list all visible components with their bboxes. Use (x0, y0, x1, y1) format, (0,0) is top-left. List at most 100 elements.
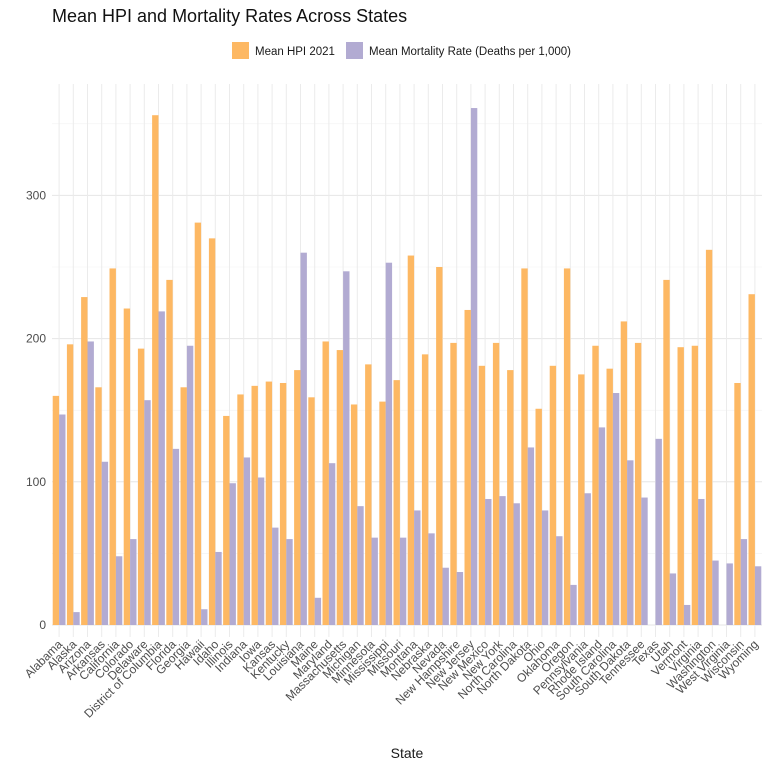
bar-mortality (414, 510, 421, 625)
bar-mortality (754, 566, 762, 625)
bar-mortality (357, 506, 364, 625)
bar-hpi (734, 382, 741, 625)
bar-mortality (172, 448, 180, 625)
bar-mortality (300, 252, 307, 625)
bar-mortality (570, 584, 577, 625)
bar-mortality (115, 556, 123, 625)
bar-mortality (186, 345, 194, 625)
y-tick-label: 300 (26, 188, 46, 202)
bar-mortality (328, 463, 336, 625)
bar-mortality (257, 477, 265, 625)
bar-hpi (521, 268, 528, 625)
bar-mortality (655, 438, 662, 625)
bar-hpi (677, 347, 684, 625)
y-tick-label: 200 (26, 332, 46, 346)
bar-hpi (663, 279, 670, 625)
bar-hpi (365, 364, 372, 625)
bar-hpi (606, 368, 613, 625)
bar-mortality (485, 498, 492, 625)
bar-hpi (464, 309, 471, 625)
bar-hpi (492, 342, 500, 625)
bar-mortality (272, 527, 279, 625)
legend-label-hpi: Mean HPI 2021 (255, 46, 335, 58)
bar-hpi (634, 342, 642, 625)
bar-mortality (201, 609, 208, 625)
bar-hpi (294, 370, 301, 625)
bar-mortality (740, 539, 748, 625)
bar-hpi (549, 365, 557, 625)
bar-mortality (144, 400, 151, 625)
bar-mortality (627, 460, 634, 625)
bar-hpi (336, 350, 344, 625)
bar-mortality (343, 271, 350, 625)
bar-mortality (385, 262, 393, 625)
bar-hpi (81, 297, 88, 625)
bar-hpi (223, 415, 230, 625)
bar-mortality (286, 539, 293, 625)
bar-hpi (308, 397, 315, 625)
bar-hpi (279, 382, 287, 625)
bar-hpi (194, 222, 202, 625)
bar-hpi (322, 341, 329, 625)
bar-mortality (428, 533, 435, 625)
bar-hpi (393, 380, 400, 625)
bar-hpi (535, 408, 542, 625)
bar-mortality (399, 537, 407, 625)
bar-mortality (371, 537, 378, 625)
bar-hpi (109, 268, 116, 625)
bar-hpi (180, 387, 187, 625)
x-axis-title: State (391, 745, 424, 761)
bar-hpi (450, 342, 457, 625)
bar-mortality (215, 551, 222, 625)
bar-hpi (251, 385, 258, 625)
bar-hpi (95, 387, 102, 625)
bar-mortality (499, 496, 506, 625)
bar-hpi (436, 267, 443, 625)
bar-mortality (527, 447, 535, 625)
bar-mortality (669, 573, 677, 625)
chart-title: Mean HPI and Mortality Rates Across Stat… (52, 6, 408, 26)
bar-mortality (598, 427, 606, 625)
bar-hpi (350, 404, 358, 625)
bar-hpi (578, 374, 585, 625)
bar-hpi (208, 238, 216, 626)
y-tick-label: 100 (26, 475, 46, 489)
bar-mortality (726, 563, 733, 625)
bar-hpi (563, 268, 571, 625)
bar-mortality (158, 311, 165, 625)
bar-mortality (612, 393, 620, 625)
bar-hpi (592, 345, 599, 625)
bar-mortality (683, 604, 691, 625)
legend-label-mortality: Mean Mortality Rate (Deaths per 1,000) (369, 46, 571, 58)
bar-hpi (705, 249, 713, 626)
y-axis: 0 100 200 300 (26, 188, 46, 632)
bar-mortality (641, 497, 648, 625)
bar-hpi (237, 394, 244, 625)
bar-mortality (698, 498, 705, 625)
bar-hpi (407, 255, 415, 625)
bar-mortality (59, 414, 66, 625)
legend-key-mortality (346, 42, 363, 59)
bar-hpi (123, 308, 131, 625)
bar-mortality (101, 461, 109, 625)
bar-mortality (556, 536, 563, 625)
bar-mortality (541, 510, 549, 625)
bar-hpi (137, 348, 145, 625)
bar-hpi (379, 401, 386, 625)
bar-hpi (166, 279, 173, 625)
bar-mortality (229, 483, 236, 625)
legend-key-hpi (232, 42, 249, 59)
bar-mortality (712, 560, 719, 625)
bar-mortality (130, 539, 137, 625)
bar-hpi (748, 294, 755, 625)
bar-mortality (73, 612, 80, 625)
bar-hpi (152, 115, 159, 625)
x-axis: AlabamaAlaskaArizonaArkansasCaliforniaCo… (22, 637, 761, 721)
bar-mortality (243, 457, 251, 625)
bar-hpi (265, 381, 273, 625)
bars (52, 108, 762, 626)
bar-mortality (584, 493, 591, 625)
bar-hpi (691, 345, 699, 625)
bar-mortality (470, 108, 478, 626)
